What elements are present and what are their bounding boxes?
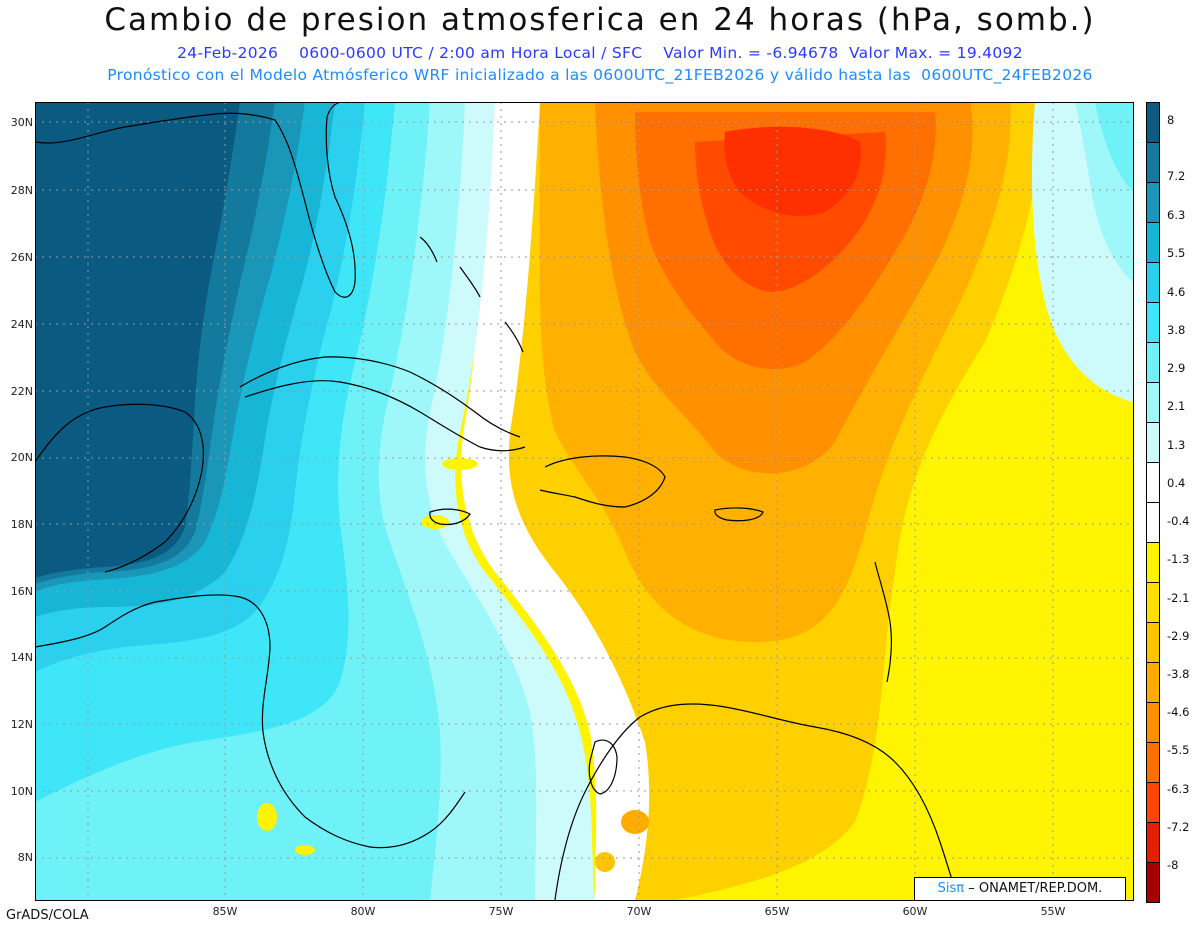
colorbar-label-minus-1-3: -1.3 <box>1167 552 1190 566</box>
colorbar-swatch-4-6 <box>1146 262 1160 303</box>
yellow-patch-1 <box>442 458 478 470</box>
lon-label-65w: 65W <box>764 905 790 918</box>
pressure-change-map <box>35 102 1133 900</box>
lon-label-60w: 60W <box>902 905 928 918</box>
colorbar-swatch-minus-2-1 <box>1146 582 1160 623</box>
lon-label-85w: 85W <box>212 905 238 918</box>
orange-patch-2 <box>595 852 615 872</box>
lat-label-8n: 8N <box>17 851 33 864</box>
colorbar-label-minus-0-4: -0.4 <box>1167 514 1190 528</box>
colorbar-label-7-2: 7.2 <box>1167 169 1186 183</box>
logo-text: – ONAMET/REP.DOM. <box>968 881 1103 896</box>
rise-zone-max <box>35 102 240 578</box>
colorbar-swatch-minus-4-6 <box>1146 702 1160 743</box>
rise-zone-east-3 <box>1095 102 1133 192</box>
lat-label-22n: 22N <box>10 385 33 398</box>
lat-label-30n: 30N <box>10 116 33 129</box>
colorbar-label-minus-4-6: -4.6 <box>1167 705 1190 719</box>
subtitle-model-line: Pronóstico con el Modelo Atmósferico WRF… <box>107 66 1093 84</box>
colorbar-swatch-1-3 <box>1146 422 1160 463</box>
colorbar-swatch-2-9 <box>1146 342 1160 383</box>
onamet-logo: Sisπ – ONAMET/REP.DOM. <box>914 877 1126 901</box>
colorbar-swatch-5-5 <box>1146 222 1160 263</box>
lon-label-80w: 80W <box>350 905 376 918</box>
map-title: Cambio de presion atmosferica en 24 hora… <box>104 2 1096 38</box>
lon-label-70w: 70W <box>626 905 652 918</box>
lat-label-14n: 14N <box>10 651 33 664</box>
colorbar-label-minus-8: -8 <box>1167 858 1179 872</box>
colorbar-swatch-0-4 <box>1146 462 1160 503</box>
colorbar-label-minus-2-1: -2.1 <box>1167 591 1190 605</box>
zero-change-band <box>461 102 650 900</box>
subtitle-date-line: 24-Feb-2026 0600-0600 UTC / 2:00 am Hora… <box>177 44 1023 62</box>
colorbar-swatch-3-8 <box>1146 302 1160 343</box>
yellow-patch-4 <box>295 845 315 855</box>
yellow-patch-3 <box>257 803 277 831</box>
colorbar-swatch-7-2 <box>1146 142 1160 183</box>
colorbar-label-2-9: 2.9 <box>1167 361 1186 375</box>
colorbar-label-2-1: 2.1 <box>1167 399 1186 413</box>
colorbar-label-minus-5-5: -5.5 <box>1167 743 1190 757</box>
lat-label-18n: 18N <box>10 518 33 531</box>
sispi-brand: Sisπ <box>937 881 965 896</box>
lat-label-20n: 20N <box>10 451 33 464</box>
lat-label-10n: 10N <box>10 785 33 798</box>
colorbar-label-5-5: 5.5 <box>1167 246 1186 260</box>
colorbar-swatch-6-3 <box>1146 182 1160 223</box>
colorbar-label-6-3: 6.3 <box>1167 208 1186 222</box>
colorbar-label-4-6: 4.6 <box>1167 285 1186 299</box>
colorbar-swatch-minus-3-8 <box>1146 662 1160 703</box>
colorbar-label-minus-6-3: -6.3 <box>1167 782 1190 796</box>
coastlines <box>35 102 961 900</box>
colorbar-label-8: 8 <box>1167 113 1175 127</box>
graticule <box>35 102 1133 900</box>
colorbar-label-0-4: 0.4 <box>1167 476 1186 490</box>
colorbar-swatch-2-1 <box>1146 382 1160 423</box>
colorbar-swatch-minus-1-3 <box>1146 542 1160 583</box>
colorbar-swatch-minus-0-4 <box>1146 502 1160 543</box>
colorbar-label-3-8: 3.8 <box>1167 323 1186 337</box>
lat-label-12n: 12N <box>10 718 33 731</box>
lon-label-75w: 75W <box>488 905 514 918</box>
colorbar-label-minus-2-9: -2.9 <box>1167 629 1190 643</box>
colorbar-swatch-minus-5-5 <box>1146 742 1160 783</box>
grads-credit: GrADS/COLA <box>6 908 89 923</box>
colorbar-swatch-8 <box>1146 102 1160 143</box>
colorbar-swatch-minus-6-3 <box>1146 782 1160 823</box>
orange-patch-1 <box>621 810 649 834</box>
colorbar-swatch-minus-7-2 <box>1146 822 1160 863</box>
colorbar-label-1-3: 1.3 <box>1167 438 1186 452</box>
colorbar-swatch-minus-8 <box>1146 862 1160 903</box>
colorbar-label-minus-3-8: -3.8 <box>1167 667 1190 681</box>
lat-label-16n: 16N <box>10 585 33 598</box>
colorbar-swatch-minus-2-9 <box>1146 622 1160 663</box>
lat-label-28n: 28N <box>10 184 33 197</box>
fall-zone-max <box>724 126 861 216</box>
lon-label-55w: 55W <box>1040 905 1066 918</box>
lat-label-24n: 24N <box>10 318 33 331</box>
colorbar-label-minus-7-2: -7.2 <box>1167 820 1190 834</box>
colorbar <box>1146 102 1160 903</box>
lat-label-26n: 26N <box>10 251 33 264</box>
